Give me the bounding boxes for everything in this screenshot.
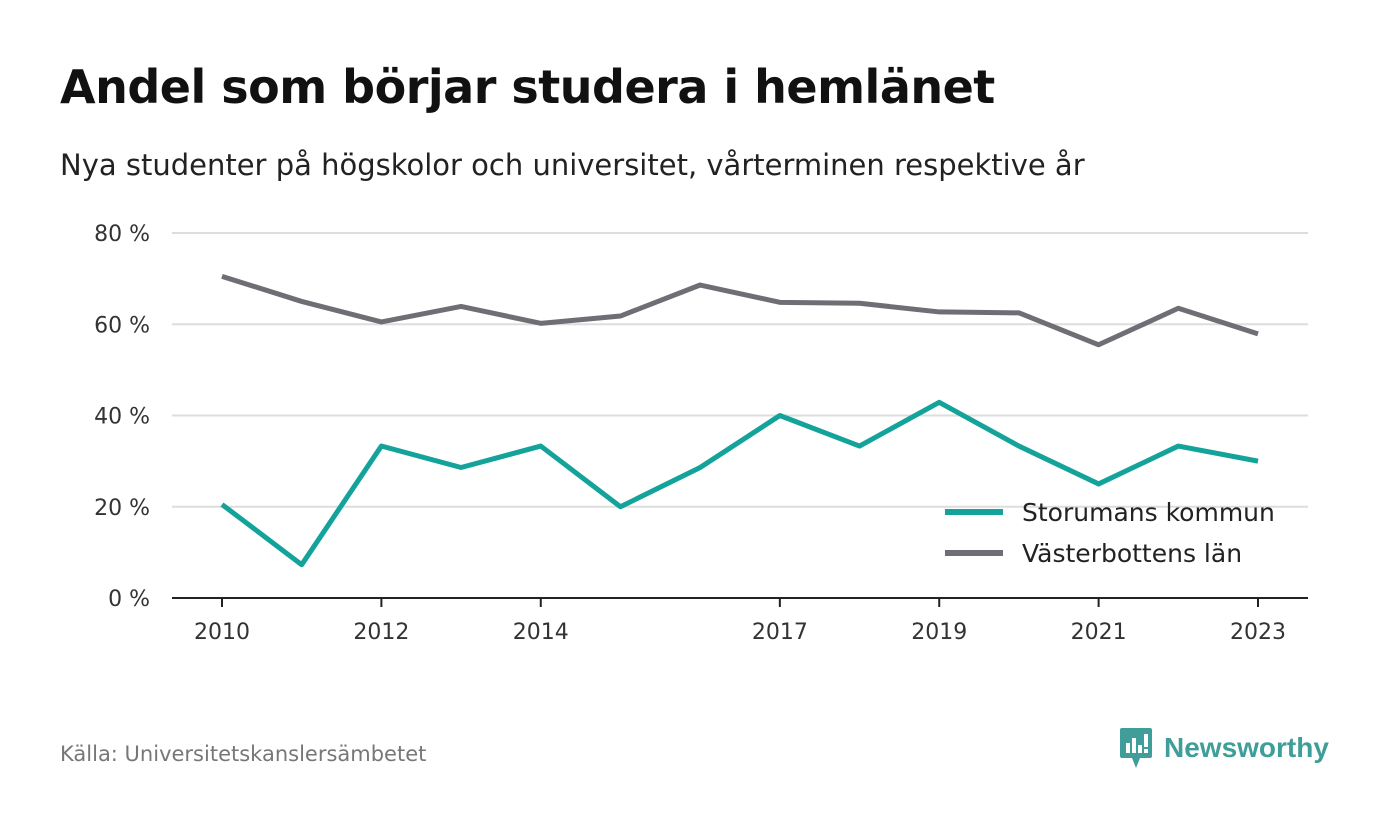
brand-logo: Newsworthy xyxy=(1118,726,1329,770)
source-note: Källa: Universitetskanslersämbetet xyxy=(60,742,427,766)
series-line-0 xyxy=(220,399,1259,568)
y-tick-label: 20 % xyxy=(94,496,150,521)
x-tick-label: 2023 xyxy=(1230,620,1286,645)
y-tick-label: 40 % xyxy=(94,405,150,430)
x-tick-label: 2014 xyxy=(513,620,569,645)
grid-lines xyxy=(172,232,1308,508)
y-tick-label: 0 % xyxy=(108,587,150,612)
series-lines xyxy=(220,273,1259,568)
y-tick-label: 80 % xyxy=(94,222,150,247)
x-tick-label: 2012 xyxy=(353,620,409,645)
x-tick-label: 2019 xyxy=(911,620,967,645)
chart-subtitle: Nya studenter på högskolor och universit… xyxy=(60,148,1085,182)
y-axis-tick-labels: 0 % 20 % 40 % 60 % 80 % xyxy=(94,222,150,612)
chart-title: Andel som börjar studera i hemlänet xyxy=(60,60,995,114)
x-axis-tick-labels: 2010 2012 2014 2017 2019 2021 2023 xyxy=(194,598,1286,645)
x-tick-label: 2021 xyxy=(1071,620,1127,645)
line-chart: 0 % 20 % 40 % 60 % 80 % 2010 2012 2014 2017 2019… xyxy=(94,222,1308,645)
y-tick-label: 60 % xyxy=(94,313,150,338)
x-tick-label: 2017 xyxy=(752,620,808,645)
brand-name: Newsworthy xyxy=(1164,732,1329,763)
series-line-1 xyxy=(221,273,1259,348)
newsworthy-logo-icon xyxy=(1120,728,1152,768)
legend-label: Storumans kommun xyxy=(1022,498,1275,527)
x-tick-label: 2010 xyxy=(194,620,250,645)
legend: Storumans kommun Västerbottens län xyxy=(945,498,1275,568)
legend-label: Västerbottens län xyxy=(1022,539,1242,568)
